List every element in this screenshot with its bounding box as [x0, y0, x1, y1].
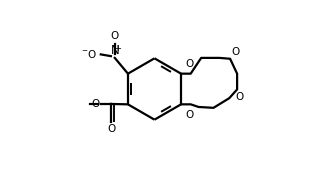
Text: $^{-}$O: $^{-}$O	[81, 48, 97, 60]
Text: O: O	[235, 92, 244, 102]
Text: O: O	[111, 31, 119, 41]
Text: O: O	[231, 47, 239, 57]
Text: N: N	[111, 44, 119, 57]
Text: O: O	[107, 124, 115, 134]
Text: O: O	[186, 110, 194, 120]
Text: O: O	[186, 59, 194, 69]
Text: O: O	[92, 99, 100, 109]
Text: +: +	[115, 44, 121, 53]
